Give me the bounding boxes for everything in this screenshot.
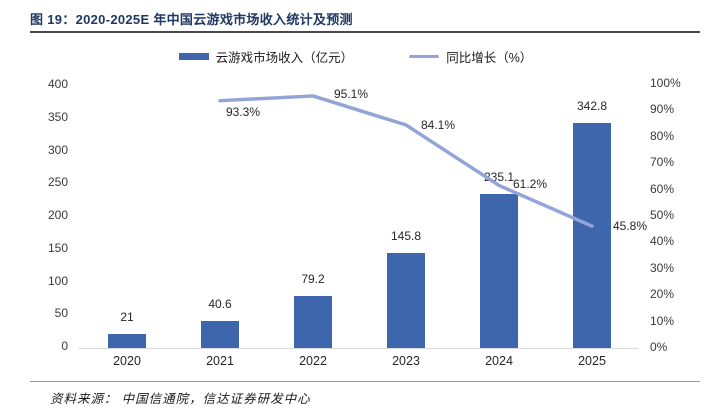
left-axis-tick: 50 [54, 306, 68, 321]
right-axis-tick: 50% [650, 208, 675, 222]
x-axis-label: 2022 [299, 354, 327, 368]
right-axis-tick: 0% [650, 340, 668, 354]
legend-label-revenue: 云游戏市场收入（亿元） [215, 51, 354, 65]
title-divider [30, 31, 700, 33]
right-axis-tick: 60% [650, 181, 675, 196]
growth-value-label: 93.3% [226, 104, 261, 119]
chart-legend: 云游戏市场收入（亿元） 同比增长（%） [0, 47, 711, 66]
right-axis-tick: 80% [650, 128, 675, 143]
x-axis-label: 2020 [113, 354, 141, 368]
right-axis-tick: 100% [650, 76, 681, 90]
revenue-bar [573, 123, 611, 348]
legend-label-growth: 同比增长（%） [446, 51, 533, 65]
revenue-bar [294, 296, 332, 348]
growth-value-label: 45.8% [613, 219, 648, 234]
x-axis-label: 2021 [206, 354, 234, 368]
line-series-swatch-icon [409, 55, 440, 58]
x-axis-label: 2025 [578, 354, 606, 368]
left-axis-tick: 150 [47, 240, 68, 255]
left-axis-tick: 250 [47, 175, 68, 190]
figure-title: 图 19：2020-2025E 年中国云游戏市场收入统计及预测 [30, 12, 353, 27]
revenue-bar [387, 252, 425, 348]
right-axis-tick: 40% [650, 234, 675, 249]
x-axis-label: 2024 [485, 354, 513, 368]
bar-value-label: 342.8 [576, 99, 608, 114]
source-note: 资料来源： 中国信通院，信达证券研发中心 [50, 392, 311, 406]
right-axis-tick: 10% [650, 313, 675, 328]
bar-value-label: 40.6 [208, 297, 232, 312]
right-axis-tick: 90% [650, 102, 675, 117]
left-axis-tick: 400 [47, 77, 68, 91]
left-axis-tick: 300 [47, 142, 68, 157]
left-axis-tick: 0 [61, 339, 68, 353]
left-axis-tick: 350 [47, 109, 68, 124]
right-axis-tick: 20% [650, 287, 675, 302]
x-axis-label: 2023 [392, 354, 420, 368]
legend-item-growth: 同比增长（%） [409, 47, 532, 66]
bar-value-label: 145.8 [390, 228, 422, 243]
left-axis-tick: 200 [47, 208, 68, 222]
footer-divider [30, 381, 700, 382]
right-axis-tick: 70% [650, 155, 675, 170]
x-axis-line [78, 348, 638, 349]
growth-value-label: 61.2% [513, 177, 548, 192]
growth-value-label: 84.1% [421, 117, 456, 132]
growth-value-label: 95.1% [334, 86, 369, 101]
bar-series-swatch-icon [178, 53, 209, 60]
bar-value-label: 21 [120, 310, 134, 325]
bar-value-label: 79.2 [301, 272, 325, 287]
revenue-bar [480, 194, 518, 348]
legend-item-revenue: 云游戏市场收入（亿元） [178, 47, 354, 66]
left-axis-tick: 100 [47, 273, 68, 288]
revenue-bar [201, 321, 239, 348]
right-axis-tick: 30% [650, 260, 675, 275]
revenue-bar [108, 334, 146, 348]
